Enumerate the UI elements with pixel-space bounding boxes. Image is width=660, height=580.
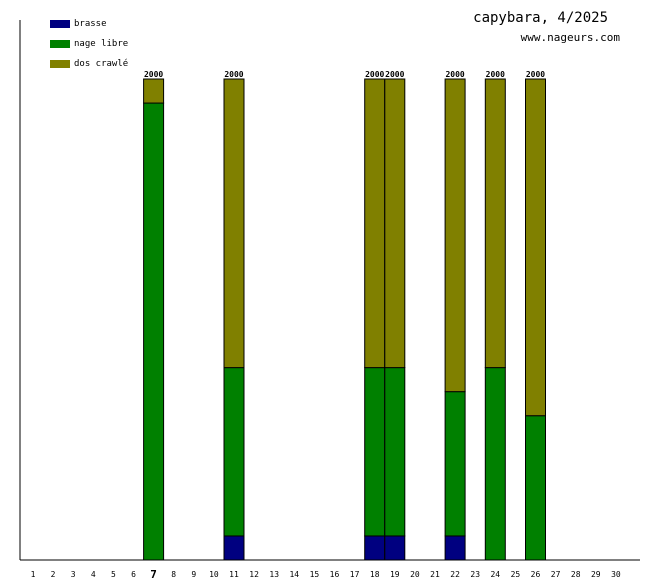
x-tick-label-23: 23 [470,570,480,579]
x-tick-label-1: 1 [31,570,36,579]
x-tick-label-16: 16 [330,570,340,579]
total-label-day-7: 2000 [144,70,163,79]
bar-segment-brasse-day-19 [384,535,406,561]
bar-segment-nage-libre-day-22 [444,391,466,537]
x-tick-label-7: 7 [150,568,157,580]
bar-segment-brasse-day-11 [223,535,245,561]
total-label-day-19: 2000 [385,70,404,79]
legend-swatch-nage-libre [50,40,70,48]
bar-segment-dos-crawl--day-18 [364,78,386,369]
legend-label-brasse: brasse [74,19,107,29]
x-tick-label-26: 26 [531,570,541,579]
x-tick-label-25: 25 [511,570,521,579]
x-tick-label-24: 24 [490,570,500,579]
x-tick-label-18: 18 [370,570,380,579]
bar-segment-nage-libre-day-11 [223,367,245,537]
x-tick-label-3: 3 [71,570,76,579]
x-tick-label-2: 2 [51,570,56,579]
legend-item-nage-libre: nage libre [50,34,128,54]
x-tick-label-15: 15 [310,570,320,579]
x-tick-label-19: 19 [390,570,400,579]
x-tick-label-20: 20 [410,570,420,579]
x-tick-label-13: 13 [269,570,279,579]
x-tick-label-8: 8 [171,570,176,579]
bars-layer [143,78,546,561]
total-label-day-22: 2000 [445,70,464,79]
bar-segment-brasse-day-22 [444,535,466,561]
bar-segment-nage-libre-day-18 [364,367,386,537]
x-tick-label-29: 29 [591,570,601,579]
bar-segment-nage-libre-day-24 [484,367,506,561]
x-tick-label-21: 21 [430,570,440,579]
x-tick-label-14: 14 [289,570,299,579]
bar-segment-dos-crawl--day-7 [143,78,165,104]
bar-segment-dos-crawl--day-22 [444,78,466,393]
legend-label-nage-libre: nage libre [74,39,129,49]
x-tick-label-4: 4 [91,570,96,579]
x-tick-label-17: 17 [350,570,360,579]
bar-segment-dos-crawl--day-19 [384,78,406,369]
x-tick-label-9: 9 [191,570,196,579]
x-tick-label-6: 6 [131,570,136,579]
legend: brasse nage libre dos crawlé [50,14,128,74]
x-tick-label-5: 5 [111,570,116,579]
legend-swatch-brasse [50,20,70,28]
bar-segment-nage-libre-day-26 [525,415,546,561]
x-tick-label-12: 12 [249,570,259,579]
legend-item-brasse: brasse [50,14,128,34]
legend-item-dos-crawle: dos crawlé [50,54,128,74]
total-label-day-11: 2000 [224,70,243,79]
bar-segment-dos-crawl--day-11 [223,78,245,369]
x-tick-label-22: 22 [450,570,460,579]
total-label-day-18: 2000 [365,70,384,79]
x-tick-label-10: 10 [209,570,219,579]
bar-segment-nage-libre-day-19 [384,367,406,537]
x-tick-label-11: 11 [229,570,239,579]
chart-title: capybara, 4/2025 [473,10,608,26]
bar-segment-dos-crawl--day-26 [525,78,546,417]
bar-segment-nage-libre-day-7 [143,102,165,561]
legend-label-dos-crawle: dos crawlé [74,59,129,69]
total-label-day-24: 2000 [486,70,505,79]
bar-segment-brasse-day-18 [364,535,386,561]
legend-swatch-dos-crawle [50,60,70,68]
x-tick-label-28: 28 [571,570,581,579]
total-label-day-26: 2000 [526,70,545,79]
x-tick-label-27: 27 [551,570,561,579]
bar-segment-dos-crawl--day-24 [484,78,506,369]
x-tick-label-30: 30 [611,570,621,579]
chart-subtitle: www.nageurs.com [520,31,620,44]
